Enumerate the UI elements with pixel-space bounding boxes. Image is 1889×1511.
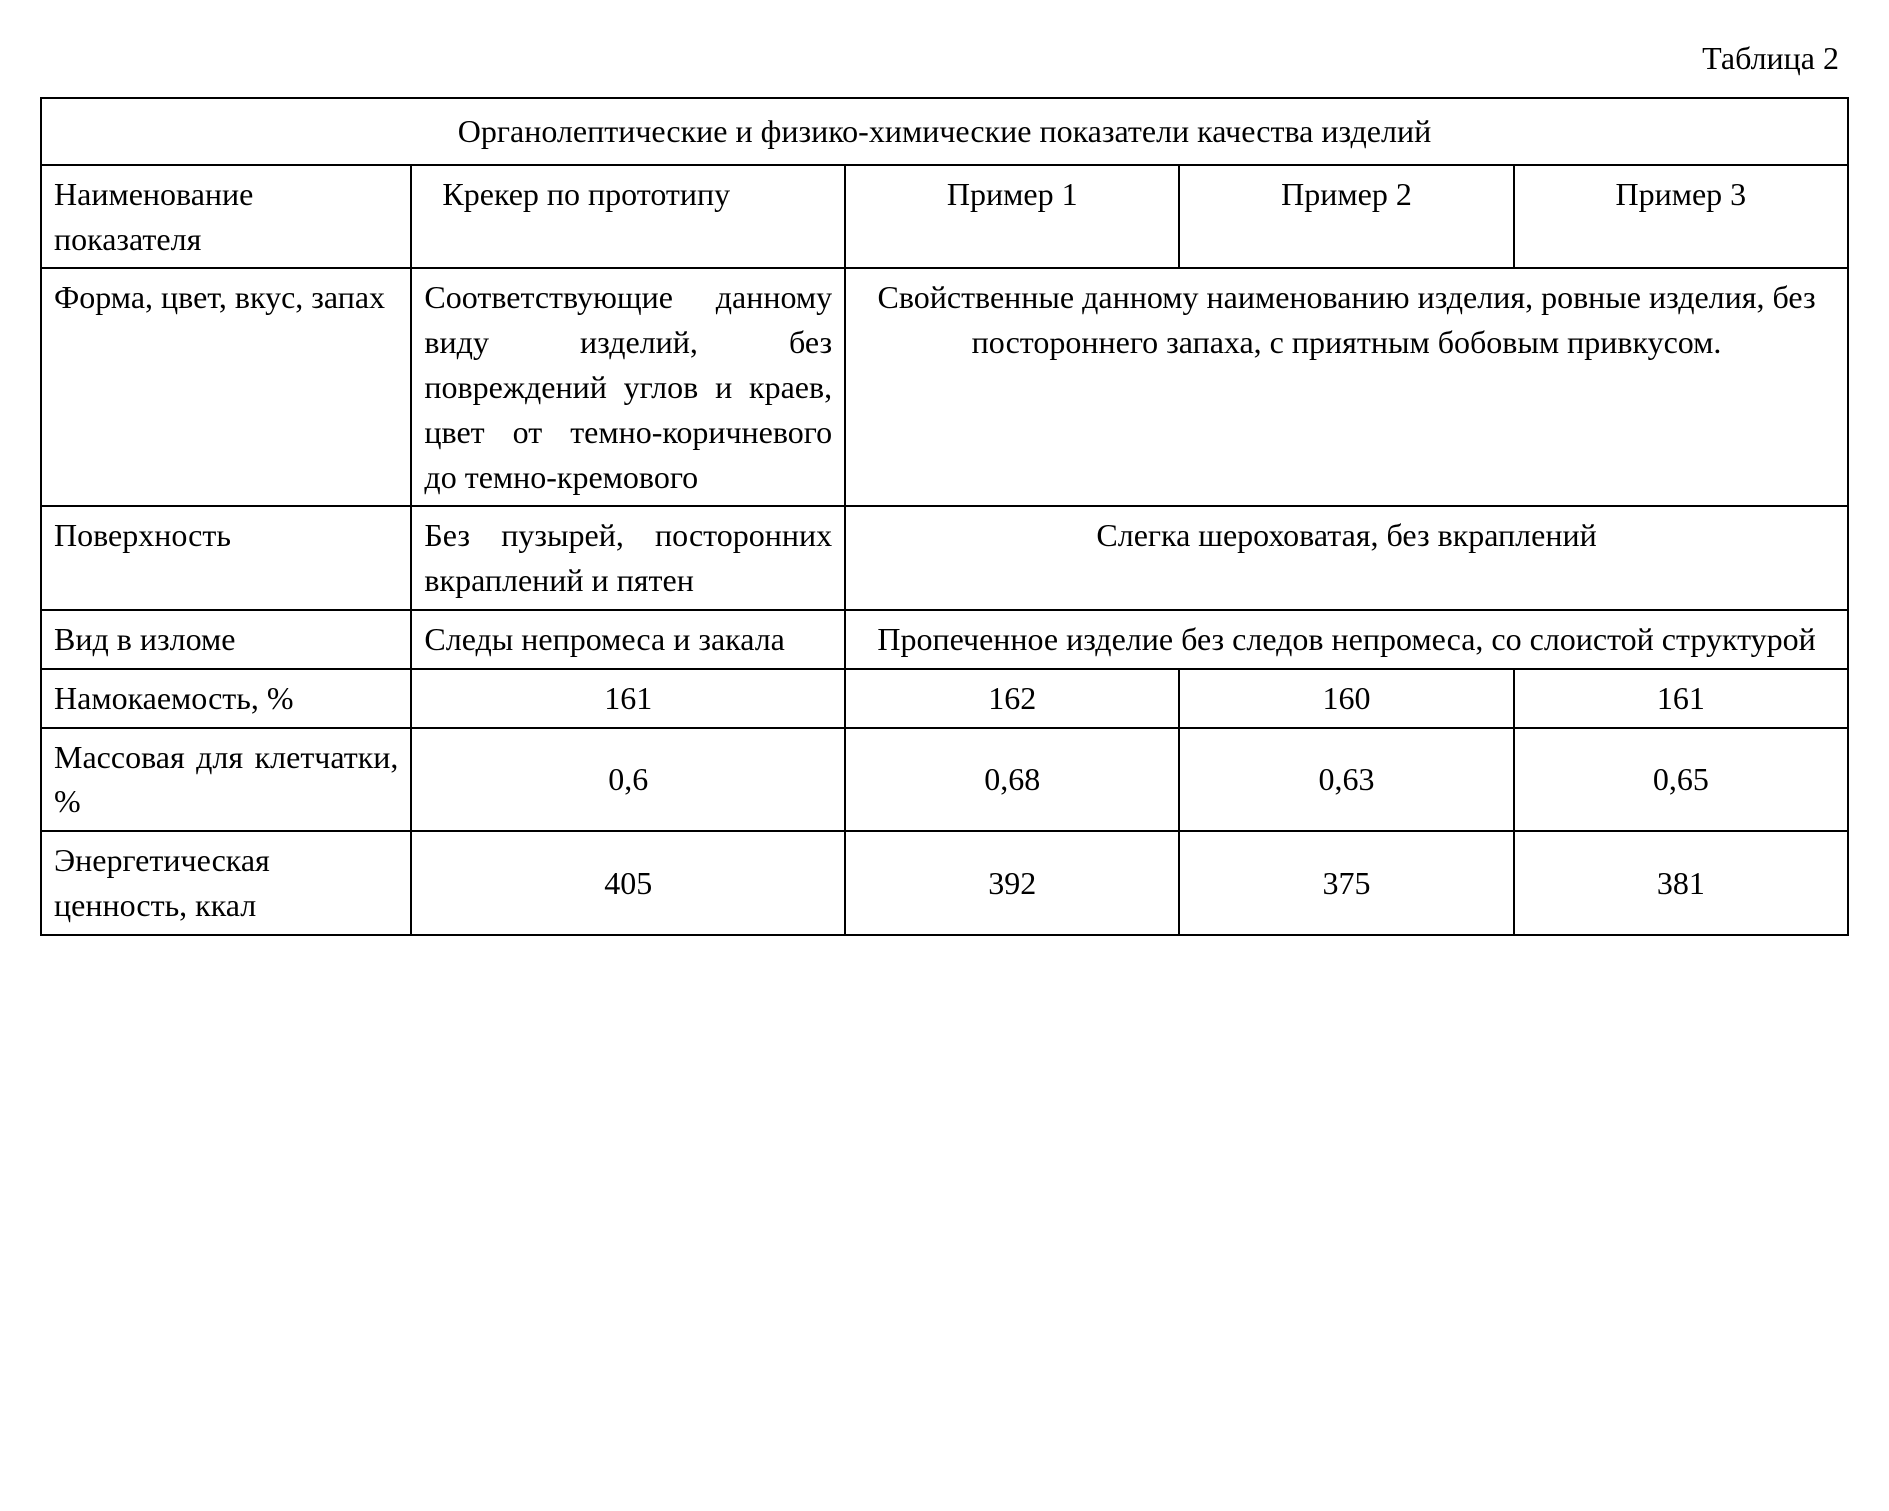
example-cell: 0,65 <box>1514 728 1848 832</box>
header-col1: Крекер по прототипу <box>411 165 845 269</box>
table-row: Форма, цвет, вкус, запахСоответствующие … <box>41 268 1848 506</box>
table-title: Органолептические и физико-химические по… <box>41 98 1848 165</box>
example-cell: 0,68 <box>845 728 1179 832</box>
header-col2: Пример 1 <box>845 165 1179 269</box>
header-col4: Пример 3 <box>1514 165 1848 269</box>
merged-examples-cell: Слегка шероховатая, без вкраплений <box>845 506 1848 610</box>
example-cell: 0,63 <box>1179 728 1513 832</box>
header-col3: Пример 2 <box>1179 165 1513 269</box>
table-row: Энергетическая ценность, ккал40539237538… <box>41 831 1848 935</box>
row-label: Намокаемость, % <box>41 669 411 728</box>
table-row: Намокаемость, %161162160161 <box>41 669 1848 728</box>
example-cell: 381 <box>1514 831 1848 935</box>
table-caption: Таблица 2 <box>40 40 1849 77</box>
quality-indicators-table: Органолептические и физико-химические по… <box>40 97 1849 936</box>
header-col0: Наименование показателя <box>41 165 411 269</box>
table-row: Вид в изломеСледы непромеса и закалаПроп… <box>41 610 1848 669</box>
example-cell: 162 <box>845 669 1179 728</box>
row-label: Вид в изломе <box>41 610 411 669</box>
row-label: Форма, цвет, вкус, запах <box>41 268 411 506</box>
row-label: Энергетическая ценность, ккал <box>41 831 411 935</box>
prototype-cell: Соответствующие данному виду изделий, бе… <box>411 268 845 506</box>
prototype-cell: Без пузырей, посторонних вкраплений и пя… <box>411 506 845 610</box>
merged-examples-cell: Пропеченное изделие без следов непромеса… <box>845 610 1848 669</box>
merged-examples-cell: Свойственные данному наименованию издели… <box>845 268 1848 506</box>
table-row: ПоверхностьБез пузырей, посторонних вкра… <box>41 506 1848 610</box>
table-row: Массовая для клетчатки, %0,60,680,630,65 <box>41 728 1848 832</box>
prototype-cell: Следы непромеса и закала <box>411 610 845 669</box>
prototype-cell: 161 <box>411 669 845 728</box>
example-cell: 161 <box>1514 669 1848 728</box>
example-cell: 160 <box>1179 669 1513 728</box>
row-label: Массовая для клетчатки, % <box>41 728 411 832</box>
header-row: Наименование показателя Крекер по протот… <box>41 165 1848 269</box>
example-cell: 375 <box>1179 831 1513 935</box>
prototype-cell: 0,6 <box>411 728 845 832</box>
example-cell: 392 <box>845 831 1179 935</box>
prototype-cell: 405 <box>411 831 845 935</box>
title-row: Органолептические и физико-химические по… <box>41 98 1848 165</box>
row-label: Поверхность <box>41 506 411 610</box>
